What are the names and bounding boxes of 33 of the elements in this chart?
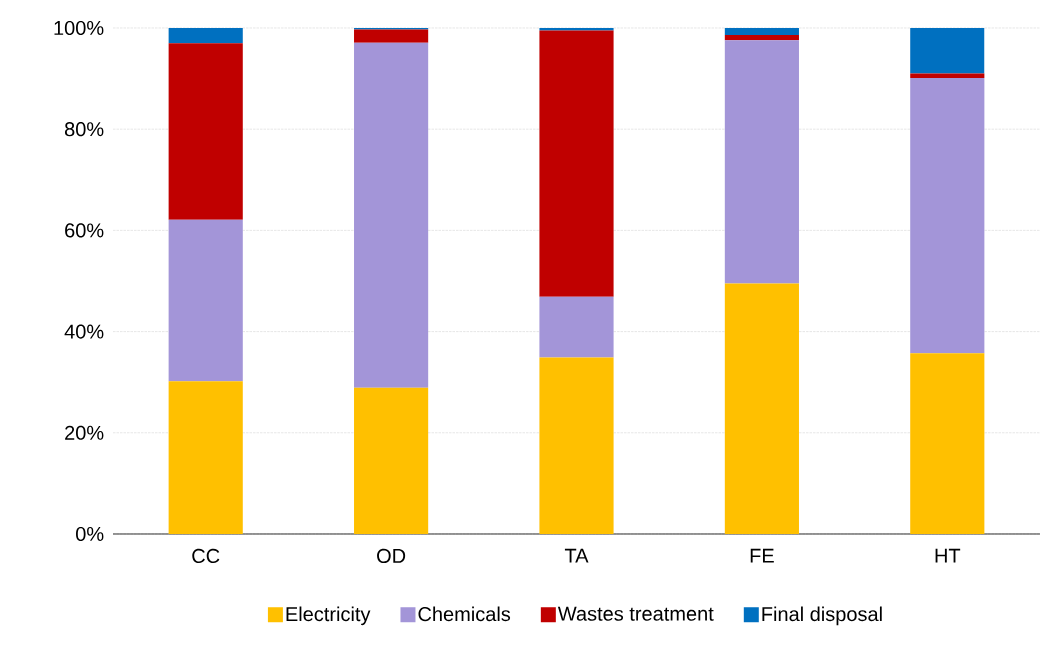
- bar: [539, 296, 614, 358]
- bar: [354, 29, 429, 43]
- x-tick-label: HT: [935, 548, 961, 563]
- bar: [354, 387, 429, 534]
- y-tick-label: 0%: [76, 526, 104, 542]
- bar: [724, 35, 799, 41]
- bar: [168, 219, 243, 382]
- x-tick-label: OD: [377, 548, 406, 564]
- y-tick-label: 80%: [64, 122, 104, 137]
- bar: [168, 381, 243, 534]
- legend-label: Final disposal: [762, 606, 882, 626]
- legend-label: Chemicals: [418, 606, 511, 622]
- bar: [910, 27, 985, 74]
- y-tick-label: 100%: [54, 20, 104, 36]
- bar: [539, 357, 614, 534]
- legend-label: Wastes treatment: [557, 606, 714, 621]
- y-tick-label: 20%: [65, 425, 104, 440]
- bar: [724, 27, 799, 36]
- bar: [168, 27, 243, 44]
- x-tick-label: FE: [750, 548, 774, 563]
- bar: [539, 30, 614, 297]
- bar: [168, 43, 243, 220]
- bar: [354, 42, 429, 388]
- x-tick-label: TA: [564, 548, 589, 563]
- y-tick-label: 40%: [64, 324, 104, 339]
- bar: [724, 283, 799, 534]
- x-tick-label: CC: [192, 548, 220, 564]
- bar: [539, 27, 614, 31]
- bar: [724, 40, 799, 284]
- y-tick-label: 60%: [65, 223, 104, 238]
- bar: [910, 78, 985, 354]
- legend-label: Electricity: [286, 606, 371, 626]
- bar: [910, 353, 985, 534]
